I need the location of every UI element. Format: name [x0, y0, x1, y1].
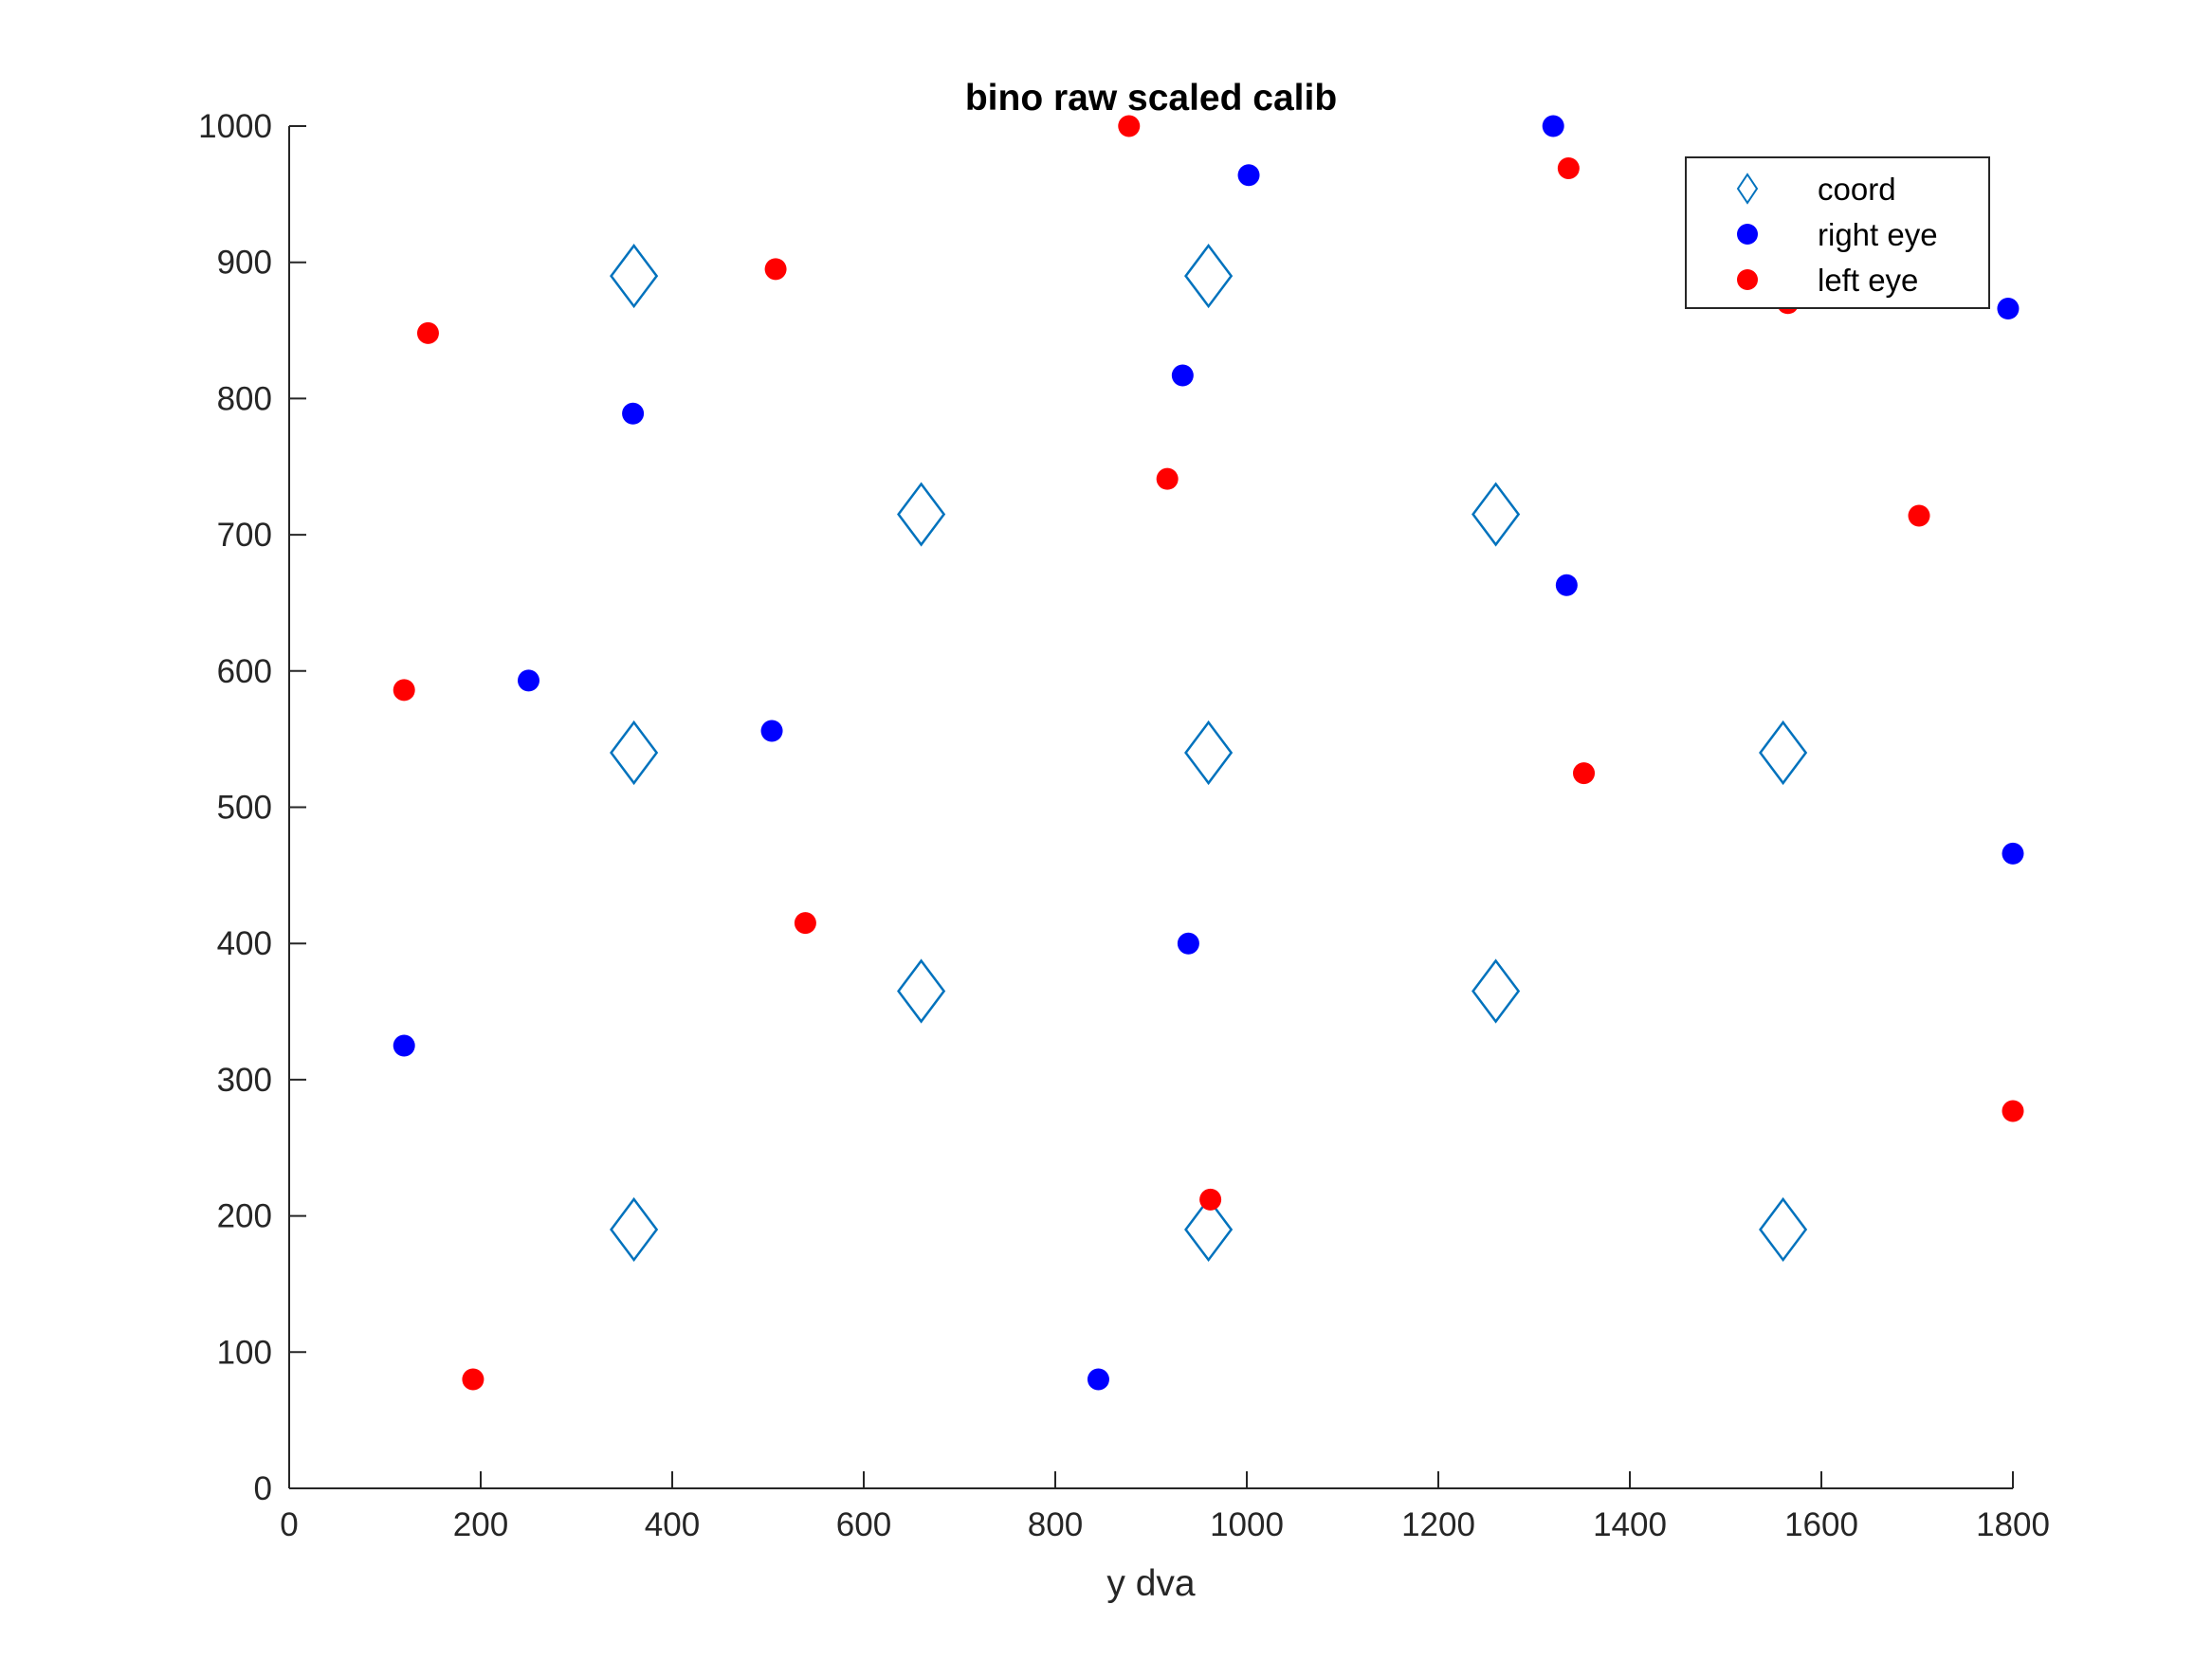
left-eye-point [393, 679, 415, 702]
y-tick-label: 100 [217, 1334, 272, 1371]
coord-point [1184, 720, 1234, 786]
y-tick-label: 700 [217, 517, 272, 554]
left-eye-point [416, 321, 439, 344]
x-tick-label: 200 [453, 1506, 508, 1543]
right-eye-point [518, 669, 539, 692]
coord-point [1472, 482, 1521, 547]
right-eye-point [1177, 932, 1199, 955]
x-tick-label: 600 [836, 1506, 891, 1543]
y-tick-label: 0 [254, 1470, 272, 1507]
coord-point [1759, 720, 1808, 786]
legend-marker-left-eye [1737, 269, 1758, 290]
y-tick-label: 400 [217, 925, 272, 962]
legend-label-coord: coord [1818, 172, 1896, 207]
coord-point [610, 720, 659, 786]
x-tick-label: 1600 [1784, 1506, 1858, 1543]
series-coord [610, 243, 1808, 1263]
y-tick-label: 200 [217, 1198, 272, 1235]
y-tick-label: 1000 [198, 108, 272, 145]
coord-point [897, 482, 946, 547]
legend-marker-right-eye [1737, 224, 1758, 245]
axes-layer: 0 200 400 600 800 1000 1200 1400 1600 1800 0 100 200… [198, 108, 2050, 1543]
chart-title: bino raw scaled calib [965, 78, 1337, 118]
y-tick-label: 900 [217, 245, 272, 282]
legend-marker-coord [1736, 173, 1759, 205]
legend-entries: coord right eye left eye [1736, 172, 1938, 298]
y-tick-label: 500 [217, 790, 272, 827]
left-eye-point [462, 1368, 484, 1391]
coord-point [897, 958, 946, 1024]
left-eye-point [1557, 157, 1580, 180]
right-eye-point [1237, 164, 1260, 187]
y-tick-label: 600 [217, 653, 272, 690]
coord-point [610, 243, 659, 309]
left-eye-point [2002, 1100, 2024, 1122]
y-tick-label: 300 [217, 1062, 272, 1099]
x-tick-label: 1400 [1593, 1506, 1667, 1543]
left-eye-point [1199, 1188, 1222, 1211]
coord-point [1184, 243, 1234, 309]
x-tick-label: 1200 [1401, 1506, 1475, 1543]
coord-point [1472, 958, 1521, 1024]
coord-point [610, 1196, 659, 1263]
right-eye-point [1542, 115, 1564, 137]
right-eye-point [2002, 842, 2024, 865]
left-eye-point [794, 912, 816, 935]
legend-box [1685, 156, 1990, 309]
x-tick-label: 1800 [1976, 1506, 2050, 1543]
legend-label-right-eye: right eye [1818, 217, 1938, 252]
x-tick-label: 1000 [1210, 1506, 1284, 1543]
right-eye-point [1087, 1368, 1109, 1391]
right-eye-point [1555, 574, 1578, 596]
left-eye-point [1118, 115, 1141, 137]
right-eye-point [622, 402, 645, 425]
right-eye-point [760, 720, 783, 742]
left-eye-point [764, 258, 787, 281]
legend-label-left-eye: left eye [1818, 263, 1918, 298]
legend: coord right eye left eye [1685, 156, 1990, 309]
series-layer [393, 115, 2024, 1391]
right-eye-point [1171, 364, 1194, 387]
x-tick-label: 0 [280, 1506, 298, 1543]
x-tick-label: 400 [645, 1506, 700, 1543]
left-eye-point [1573, 762, 1596, 785]
coord-point [1184, 1196, 1234, 1263]
x-axis-label: y dva [1106, 1563, 1196, 1604]
right-eye-point [393, 1034, 415, 1057]
x-tick-label: 800 [1028, 1506, 1083, 1543]
y-tick-label: 800 [217, 380, 272, 417]
left-eye-point [1908, 504, 1930, 527]
coord-point [1759, 1196, 1808, 1263]
right-eye-point [1997, 298, 2020, 320]
left-eye-point [1156, 467, 1179, 490]
series-right-eye [393, 115, 2024, 1391]
plot-area [289, 126, 2013, 1488]
